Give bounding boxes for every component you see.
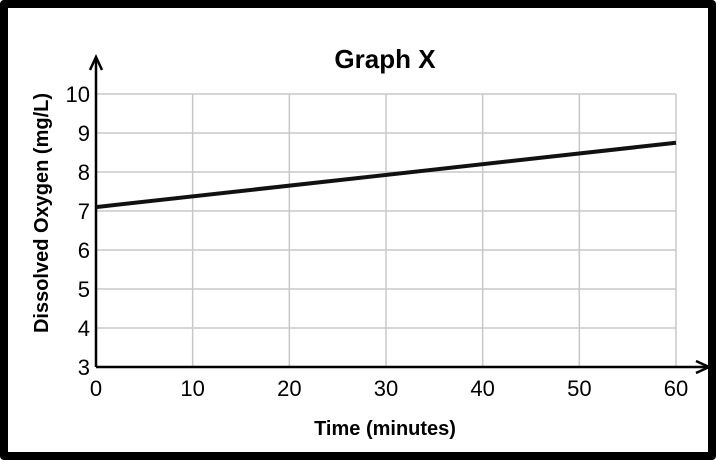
chart-title: Graph X bbox=[334, 44, 436, 74]
y-tick-label: 10 bbox=[66, 82, 90, 107]
y-axis-label: Dissolved Oxygen (mg/L) bbox=[31, 93, 53, 333]
y-tick-label: 6 bbox=[78, 238, 90, 263]
grid-lines bbox=[96, 94, 676, 367]
x-tick-label: 40 bbox=[470, 376, 494, 401]
x-tick-label: 10 bbox=[180, 376, 204, 401]
y-tick-label: 4 bbox=[78, 316, 90, 341]
x-tick-label: 60 bbox=[664, 376, 688, 401]
x-tick-label: 30 bbox=[374, 376, 398, 401]
y-tick-label: 7 bbox=[78, 199, 90, 224]
x-tick-label: 50 bbox=[567, 376, 591, 401]
y-tick-label: 9 bbox=[78, 121, 90, 146]
x-axis-label: Time (minutes) bbox=[314, 418, 456, 440]
tick-labels: 0 10 20 30 40 50 60 3 4 5 6 7 8 9 10 bbox=[66, 82, 689, 401]
y-tick-label: 8 bbox=[78, 160, 90, 185]
y-tick-label: 5 bbox=[78, 277, 90, 302]
y-tick-label: 3 bbox=[78, 355, 90, 380]
axes bbox=[90, 57, 709, 373]
x-tick-label: 20 bbox=[277, 376, 301, 401]
x-tick-label: 0 bbox=[90, 376, 102, 401]
